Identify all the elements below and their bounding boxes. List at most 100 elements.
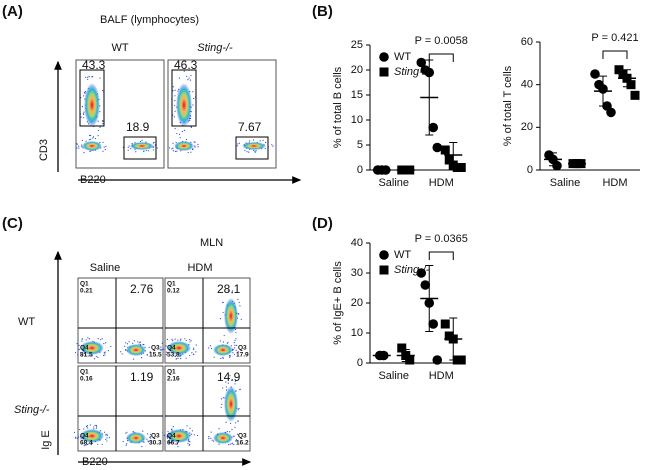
event-dot <box>103 146 105 148</box>
event-dot <box>222 311 224 314</box>
event-dot <box>226 342 228 344</box>
error-bar <box>425 265 434 332</box>
event-dot <box>126 343 129 345</box>
data-point <box>440 145 450 155</box>
y-tick-label: 20 <box>351 297 363 309</box>
event-dot <box>92 137 94 139</box>
event-dot <box>83 117 85 119</box>
event-dot <box>81 105 84 108</box>
event-dot <box>166 351 168 353</box>
column-label: WT <box>111 42 128 54</box>
event-dot <box>146 433 149 435</box>
event-dot <box>169 441 172 443</box>
event-dot <box>77 436 80 438</box>
event-dot <box>94 358 96 360</box>
event-dot <box>94 424 96 427</box>
event-dot <box>86 424 89 427</box>
quadrant-name: Q1 <box>80 281 89 288</box>
event-dot <box>156 147 158 149</box>
event-dot <box>210 347 213 349</box>
event-dot <box>222 301 224 304</box>
event-dot <box>163 434 165 436</box>
y-tick-label: 25 <box>351 39 363 51</box>
event-dot <box>208 437 210 440</box>
event-dot <box>221 403 223 406</box>
event-dot <box>139 140 142 143</box>
event-dot <box>168 441 170 443</box>
y-axis-label: % of total T cells <box>502 65 514 146</box>
event-dot <box>124 345 126 347</box>
event-dot <box>222 341 225 343</box>
event-dot <box>125 444 127 446</box>
event-dot <box>140 357 143 359</box>
event-dot <box>237 351 239 353</box>
event-dot <box>143 150 145 152</box>
event-dot <box>85 425 88 428</box>
event-dot <box>227 444 230 446</box>
event-dot <box>97 120 99 122</box>
event-dot <box>229 355 231 357</box>
y-tick-label: 60 <box>521 36 533 48</box>
p-value: P = 0.0058 <box>415 35 468 47</box>
event-dot <box>238 142 240 144</box>
event-dot <box>194 146 196 148</box>
event-dot <box>226 430 228 433</box>
event-dot <box>185 138 188 141</box>
density <box>84 83 100 127</box>
event-dot <box>127 146 129 148</box>
event-dot <box>96 426 98 428</box>
event-dot <box>142 430 144 432</box>
flow-plot <box>77 365 164 452</box>
event-dot <box>85 444 87 446</box>
data-point <box>444 155 454 165</box>
data-point <box>416 57 427 68</box>
event-dot <box>149 440 151 442</box>
event-dot <box>173 116 176 118</box>
legend-marker <box>379 67 389 77</box>
flow-title: BALF (lymphocytes) <box>100 14 199 26</box>
event-dot <box>105 434 107 436</box>
event-dot <box>76 342 78 345</box>
data-point <box>420 280 431 290</box>
event-dot <box>73 431 76 434</box>
event-dot <box>197 146 199 148</box>
flow-plot <box>77 277 164 364</box>
quadrant-name: Q4 <box>167 345 176 352</box>
event-dot <box>189 441 191 443</box>
event-dot <box>104 342 107 344</box>
event-dot <box>87 76 89 78</box>
event-dot <box>76 437 78 440</box>
event-dot <box>120 351 122 353</box>
event-dot <box>104 431 106 433</box>
y-axis-label: % of IgE+ B cells <box>332 261 344 345</box>
event-dot <box>88 139 90 141</box>
legend-label: WT <box>394 51 411 63</box>
event-dot <box>186 75 188 77</box>
event-dot <box>177 446 179 448</box>
legend-label: WT <box>394 249 411 261</box>
event-dot <box>97 356 99 358</box>
event-dot <box>197 143 199 146</box>
event-dot <box>264 147 266 150</box>
event-dot <box>246 151 248 153</box>
event-dot <box>104 351 106 353</box>
event-dot <box>159 348 161 351</box>
quadrant-value: 15.5 <box>149 352 162 359</box>
data-point <box>397 343 407 353</box>
event-dot <box>176 132 178 135</box>
event-dot <box>172 90 174 92</box>
event-dot <box>87 78 89 80</box>
event-dot <box>234 380 237 382</box>
event-dot <box>233 353 236 356</box>
event-dot <box>234 426 236 428</box>
event-dot <box>163 348 165 350</box>
quadrant-value: 30.3 <box>149 440 162 447</box>
column-label: HDM <box>187 262 212 274</box>
axis-label: Ig E <box>40 430 52 450</box>
event-dot <box>76 147 78 149</box>
event-dot <box>179 339 182 341</box>
error-bar <box>549 152 557 167</box>
event-dot <box>192 148 194 150</box>
data-point <box>606 107 616 118</box>
event-dot <box>149 435 152 437</box>
